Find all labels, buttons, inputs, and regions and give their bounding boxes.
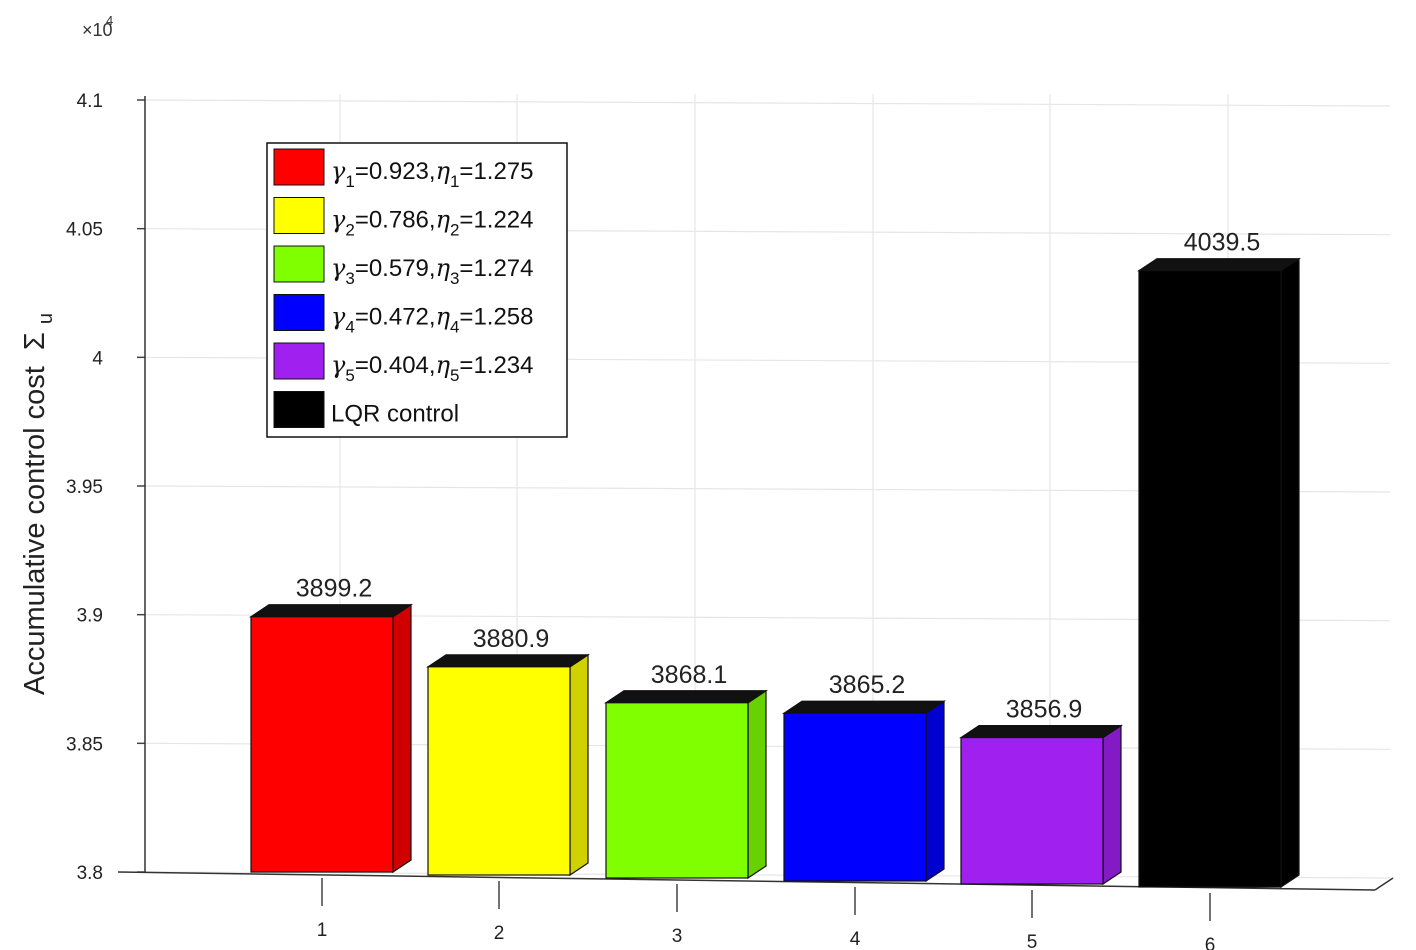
y-exponent-power: 4 bbox=[106, 13, 113, 28]
legend-label: LQR control bbox=[331, 401, 459, 428]
bar-side bbox=[925, 700, 945, 883]
x-tick-label: 4 bbox=[850, 929, 861, 950]
bar-side bbox=[1280, 257, 1300, 889]
x-tick-label: 2 bbox=[494, 923, 505, 944]
bar-4 bbox=[782, 700, 946, 883]
y-tick-label: 3.85 bbox=[66, 734, 103, 755]
bar-front bbox=[427, 666, 571, 876]
y-label-subscript: u bbox=[35, 313, 57, 324]
legend-entry: γ4=0.472,η4=1.258 bbox=[273, 294, 534, 337]
bar-front bbox=[1138, 270, 1282, 888]
legend-box bbox=[266, 142, 568, 438]
legend-swatch bbox=[273, 294, 325, 331]
bar-1 bbox=[249, 603, 413, 874]
svg-text:Accumulative control cost: Accumulative control cost Σ u bbox=[19, 313, 57, 695]
bars bbox=[249, 257, 1301, 889]
legend-label: γ2=0.786,η2=1.224 bbox=[331, 206, 534, 240]
legend: γ1=0.923,η1=1.275 γ2=0.786,η2=1.224 γ3=0.5… bbox=[266, 142, 568, 438]
bar-front bbox=[250, 616, 394, 873]
bar-side bbox=[1102, 724, 1122, 886]
legend-swatch bbox=[273, 148, 325, 186]
y-label-symbol: Σ bbox=[19, 332, 51, 350]
bar-value-label: 3856.9 bbox=[1006, 696, 1082, 724]
bar-side bbox=[747, 689, 767, 880]
bar-top bbox=[959, 724, 1123, 739]
legend-swatch bbox=[273, 197, 325, 234]
bar-value-label: 3899.2 bbox=[296, 575, 372, 603]
bar-value-label: 3865.2 bbox=[829, 671, 905, 699]
legend-label: γ5=0.404,η5=1.234 bbox=[331, 351, 534, 385]
legend-entry: γ1=0.923,η1=1.275 bbox=[273, 148, 534, 191]
y-tick-label: 4 bbox=[92, 348, 103, 369]
legend-label: γ1=0.923,η1=1.275 bbox=[331, 157, 534, 191]
bar-side bbox=[392, 603, 412, 874]
bar-front bbox=[960, 736, 1104, 885]
bar-value-label: 3880.9 bbox=[473, 625, 549, 653]
y-tick-label: 3.95 bbox=[66, 477, 103, 498]
bar-value-label: 4039.5 bbox=[1184, 229, 1260, 257]
bar-front bbox=[605, 702, 749, 879]
y-axis-exponent: ×10 4 bbox=[82, 13, 113, 40]
y-label-text: Accumulative control cost bbox=[19, 366, 51, 695]
y-exponent-base: ×10 bbox=[82, 20, 113, 40]
legend-swatch bbox=[273, 391, 325, 428]
legend-entry: LQR control bbox=[273, 391, 459, 428]
x-tick-label: 6 bbox=[1205, 935, 1216, 950]
bar-top bbox=[1137, 258, 1301, 272]
y-tick-label: 3.8 bbox=[77, 863, 103, 884]
bar-2 bbox=[426, 653, 590, 877]
x-tick-label: 5 bbox=[1027, 932, 1038, 950]
y-gridline bbox=[144, 99, 1391, 107]
x-tick-label: 3 bbox=[672, 926, 683, 947]
legend-entry: γ5=0.404,η5=1.234 bbox=[273, 342, 534, 385]
x-tick-label: 1 bbox=[317, 920, 328, 941]
bar-top bbox=[604, 690, 768, 704]
legend-label: γ4=0.472,η4=1.258 bbox=[331, 303, 534, 337]
y-tick-label: 4.05 bbox=[66, 220, 103, 241]
legend-entry: γ3=0.579,η3=1.274 bbox=[273, 245, 534, 288]
bar-top bbox=[782, 700, 946, 714]
bar-3 bbox=[604, 689, 768, 880]
legend-swatch bbox=[273, 342, 325, 380]
bar-side bbox=[569, 653, 589, 877]
data-labels: 3899.2 3880.9 3868.1 3865.2 3856.9 4039.5 bbox=[296, 229, 1260, 724]
bar-front bbox=[783, 712, 927, 882]
y-tick-label: 4.1 bbox=[77, 91, 103, 112]
x-axis-depth-line bbox=[1374, 877, 1394, 891]
bar-top bbox=[426, 654, 590, 668]
bar-value-label: 3868.1 bbox=[651, 661, 727, 689]
bar-top bbox=[249, 604, 413, 618]
legend-label: γ3=0.579,η3=1.274 bbox=[331, 254, 534, 288]
y-tick-label: 3.9 bbox=[77, 606, 103, 627]
legend-swatch bbox=[273, 245, 325, 283]
legend-entry: γ2=0.786,η2=1.224 bbox=[273, 197, 534, 240]
bar-5 bbox=[959, 724, 1123, 886]
y-axis-label: Accumulative control cost Σ u bbox=[19, 313, 57, 695]
bar-6 bbox=[1137, 257, 1301, 889]
